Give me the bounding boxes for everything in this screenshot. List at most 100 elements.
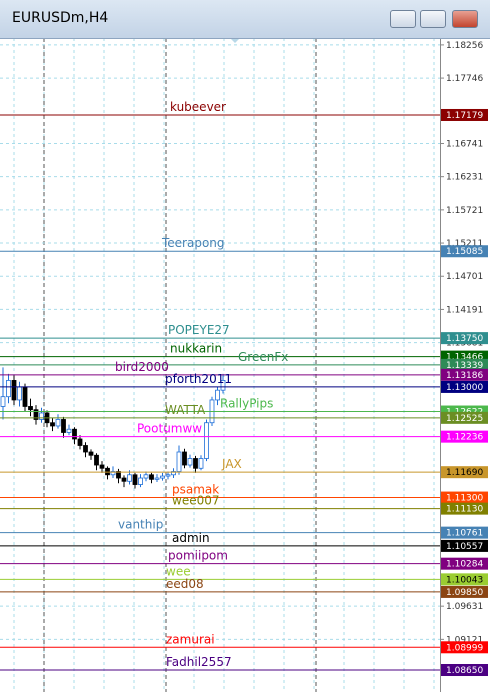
candle-body <box>149 474 154 480</box>
price-box <box>441 502 488 515</box>
candle-body <box>154 477 160 480</box>
candle-body <box>39 412 44 420</box>
price-tick-label: 1.14191 <box>446 305 483 315</box>
candle-body <box>215 389 220 401</box>
candle-body <box>6 380 11 398</box>
candle-body <box>193 458 198 469</box>
price-box-label: 1.08999 <box>446 643 483 653</box>
line-label: wee <box>166 564 191 578</box>
line-label: kubeever <box>170 100 226 114</box>
candle-body <box>61 419 66 433</box>
candle-body <box>116 471 121 479</box>
price-box-label: 1.10761 <box>446 529 483 539</box>
price-box-label: 1.13186 <box>446 371 483 381</box>
line-label: Fadhil2557 <box>166 655 232 669</box>
price-box <box>441 430 488 443</box>
price-box-label: 1.13000 <box>446 383 483 393</box>
line-label: POPEYE27 <box>168 323 230 337</box>
candle-body <box>99 464 105 469</box>
window-title: EURUSDm,H4 <box>12 10 109 26</box>
price-box-label: 1.11690 <box>446 468 483 478</box>
price-box-label: 1.13339 <box>446 361 483 371</box>
line-label: wee007 <box>172 494 219 508</box>
price-box <box>441 539 488 552</box>
candle-body <box>33 409 39 420</box>
price-box <box>441 411 488 424</box>
line-label: JAX <box>221 457 242 471</box>
candle-body <box>105 467 110 476</box>
price-tick-label: 1.18256 <box>446 41 483 51</box>
close-button[interactable] <box>452 10 478 28</box>
price-box <box>441 466 488 479</box>
candle-body <box>88 451 94 456</box>
line-label: eed08 <box>166 577 204 591</box>
candle-body <box>182 451 187 466</box>
line-label: GreenFx <box>238 350 288 364</box>
price-box-label: 1.13466 <box>446 353 483 363</box>
title-bar: EURUSDm,H4 <box>0 0 490 39</box>
minimize-button[interactable] <box>390 10 416 28</box>
price-box <box>441 585 488 598</box>
line-label: vanthip <box>118 518 163 532</box>
price-box-label: 1.12525 <box>446 414 483 424</box>
price-box-label: 1.10557 <box>446 542 483 552</box>
price-box <box>441 245 488 258</box>
line-label: pforth2011 <box>165 372 232 386</box>
candle-body <box>198 458 204 469</box>
line-label: nukkarin <box>170 342 222 356</box>
line-label: RallyPips <box>220 397 273 411</box>
price-tick-label: 1.09121 <box>446 635 483 645</box>
candle-body <box>0 396 6 407</box>
price-box-label: 1.09850 <box>446 588 483 598</box>
line-label: WATTA <box>165 403 206 417</box>
price-box <box>441 526 488 539</box>
line-label: pomiipom <box>168 549 228 563</box>
price-box <box>441 641 488 654</box>
price-box <box>441 108 488 121</box>
line-label: admin <box>172 531 210 545</box>
price-box-label: 1.11300 <box>446 494 483 504</box>
candle-body <box>11 380 17 401</box>
price-box <box>441 557 488 570</box>
candle-body <box>110 471 116 476</box>
candle-body <box>121 477 127 482</box>
price-box <box>441 368 488 381</box>
price-box <box>441 573 488 586</box>
candle-body <box>94 454 99 466</box>
candle-body <box>171 471 176 476</box>
candle-body <box>83 445 88 453</box>
candle-body <box>127 474 132 482</box>
price-box-label: 1.10284 <box>446 560 483 570</box>
price-tick-label: 1.15721 <box>446 206 483 216</box>
candle-body <box>176 451 182 472</box>
line-label: Teerapong <box>161 236 225 250</box>
candle-body <box>138 477 143 485</box>
line-label: zamurai <box>166 632 215 646</box>
price-box-label: 1.12236 <box>446 433 483 443</box>
candle-body <box>50 422 55 427</box>
price-tick-label: 1.17746 <box>446 74 483 84</box>
price-box <box>441 664 488 677</box>
candle-body <box>28 406 33 411</box>
candle-body <box>204 422 209 459</box>
candle-body <box>220 380 226 391</box>
price-tick-label: 1.15211 <box>446 239 483 249</box>
candle-body <box>132 474 138 485</box>
price-box-label: 1.08650 <box>446 666 483 676</box>
restore-button[interactable] <box>420 10 446 28</box>
price-tick-label: 1.14701 <box>446 272 483 282</box>
price-box-label: 1.17179 <box>446 111 483 121</box>
shift-marker <box>230 38 240 43</box>
candle-body <box>187 458 193 466</box>
price-box-label: 1.13750 <box>446 334 483 344</box>
price-box-label: 1.11130 <box>446 505 483 515</box>
price-tick-label: 1.16231 <box>446 173 483 183</box>
price-box <box>441 380 488 393</box>
candle-body <box>165 474 171 477</box>
candle-body <box>66 428 72 433</box>
candle-body <box>143 474 149 479</box>
candle-body <box>72 428 77 440</box>
price-box <box>441 358 488 371</box>
price-box <box>441 332 488 345</box>
